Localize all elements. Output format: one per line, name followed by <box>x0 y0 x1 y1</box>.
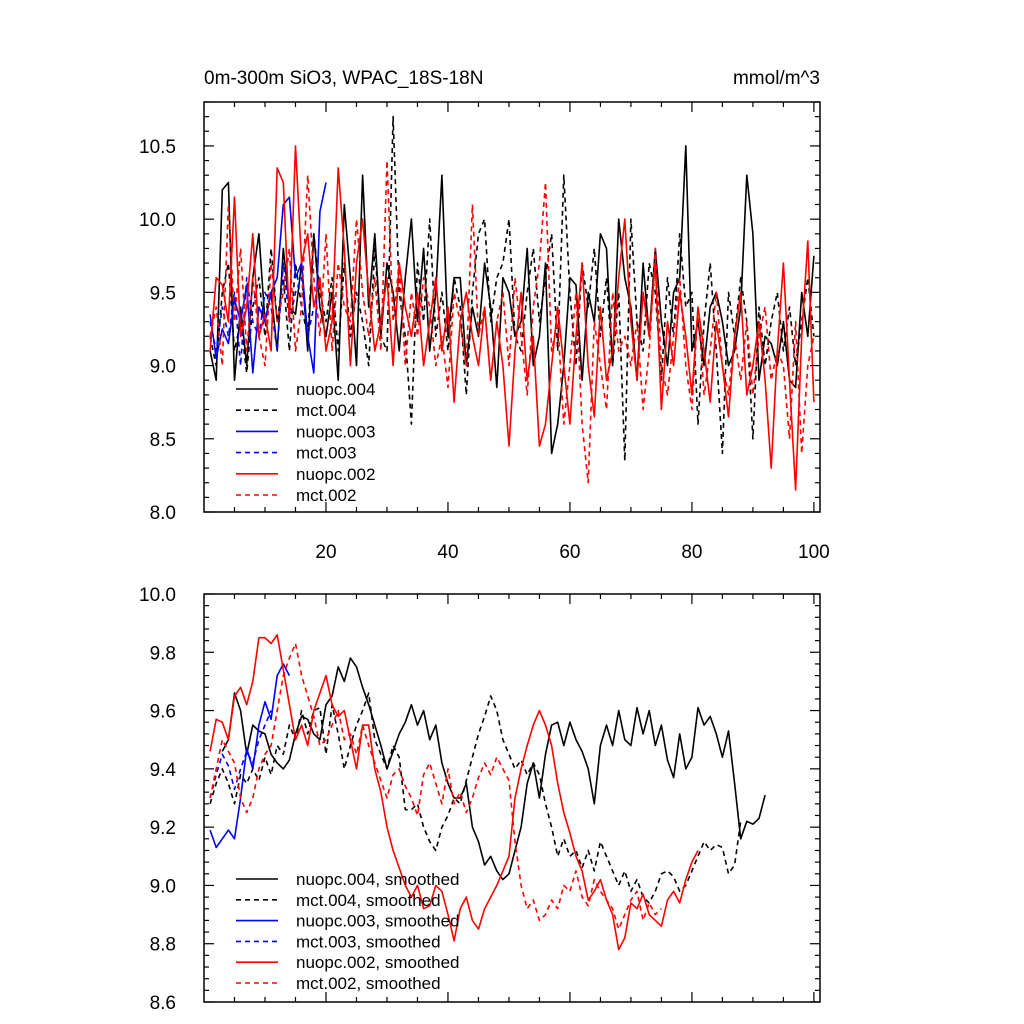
x-tick-label: 20 <box>315 542 336 563</box>
x-tick-label: 60 <box>559 542 580 563</box>
y-tick-label: 9.6 <box>150 702 176 723</box>
y-tick-label: 8.5 <box>150 430 176 451</box>
legend-label: nuopc.004 <box>296 380 375 399</box>
legend-label: mct.004, smoothed <box>296 891 441 910</box>
y-tick-label: 9.0 <box>150 357 176 378</box>
series-line-mct-003-smoothed <box>209 710 272 799</box>
y-tick-label: 10.0 <box>139 210 176 231</box>
legend-label: mct.004 <box>296 401 356 420</box>
series-line-mct-004 <box>209 115 815 462</box>
legend-label: mct.003 <box>296 444 356 463</box>
y-tick-label: 10.5 <box>139 137 176 158</box>
top-title: 0m-300m SiO3, WPAC_18S-18N <box>204 68 483 89</box>
y-tick-label: 8.8 <box>150 935 176 956</box>
series-line-nuopc-002-smoothed <box>209 633 699 951</box>
series-line-mct-002-smoothed <box>209 642 662 930</box>
y-tick-label: 9.8 <box>150 643 176 664</box>
bottom-panel: 8.6 8.8 9.0 9.2 9.4 9.6 9.8 10.0 nuopc.004, smo… <box>139 585 821 1014</box>
y-tick-label: 8.6 <box>150 993 176 1014</box>
series-line-mct-002 <box>209 159 815 484</box>
y-tick-label: 9.0 <box>150 876 176 897</box>
legend-label: nuopc.003, smoothed <box>296 912 460 931</box>
x-tick-label: 80 <box>681 542 702 563</box>
y-tick-label: 9.5 <box>150 283 176 304</box>
y-tick-label: 10.0 <box>139 585 176 606</box>
legend-label: nuopc.002 <box>296 465 375 484</box>
series-line-mct-004-smoothed <box>209 692 742 904</box>
series-line-nuopc-002 <box>209 145 815 491</box>
series-line-nuopc-004-smoothed <box>221 657 766 881</box>
top-panel: 0m-300m SiO3, WPAC_18S-18N mmol/m^3 20 40… <box>139 68 830 563</box>
legend-label: mct.003, smoothed <box>296 932 441 951</box>
legend-label: nuopc.002, smoothed <box>296 953 460 972</box>
plot-frame <box>203 593 821 1003</box>
y-tick-label: 9.4 <box>150 760 177 781</box>
legend-label: mct.002 <box>296 486 356 505</box>
legend-label: mct.002, smoothed <box>296 974 441 993</box>
top-units: mmol/m^3 <box>733 68 820 89</box>
y-tick-label: 8.0 <box>150 503 176 524</box>
series-line-mct-003 <box>209 262 315 367</box>
legend-label: nuopc.004, smoothed <box>296 870 460 889</box>
legend-label: nuopc.003 <box>296 422 375 441</box>
x-tick-label: 40 <box>437 542 458 563</box>
x-tick-label: 100 <box>798 542 830 563</box>
y-tick-label: 9.2 <box>150 818 176 839</box>
